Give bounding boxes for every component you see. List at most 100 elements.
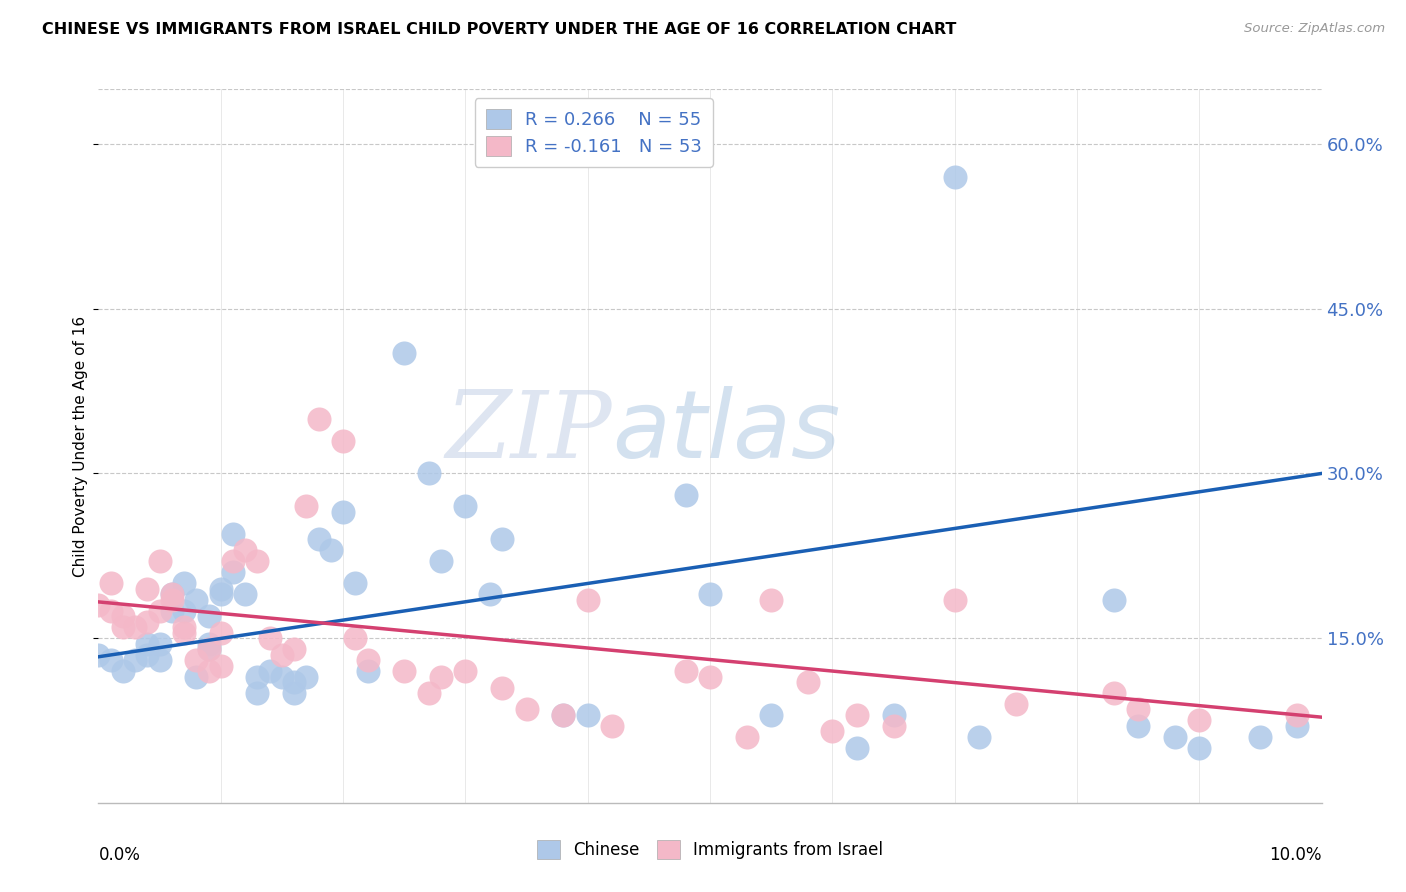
Point — [1249, 730, 1271, 744]
Point — [160, 587, 183, 601]
Point — [454, 500, 477, 514]
Point — [136, 637, 159, 651]
Point — [259, 631, 281, 645]
Point — [246, 686, 269, 700]
Point — [344, 576, 367, 591]
Point — [149, 653, 172, 667]
Text: atlas: atlas — [612, 386, 841, 477]
Point — [124, 653, 146, 667]
Point — [283, 675, 305, 690]
Point — [845, 740, 868, 755]
Point — [283, 642, 305, 657]
Point — [797, 675, 820, 690]
Point — [430, 554, 453, 568]
Point — [576, 708, 599, 723]
Point — [160, 604, 183, 618]
Point — [136, 582, 159, 596]
Point — [149, 554, 172, 568]
Point — [845, 708, 868, 723]
Point — [1286, 719, 1309, 733]
Point — [197, 664, 219, 678]
Point — [186, 592, 208, 607]
Point — [87, 598, 110, 612]
Point — [344, 631, 367, 645]
Point — [149, 637, 172, 651]
Point — [943, 592, 966, 607]
Point — [967, 730, 990, 744]
Point — [392, 664, 416, 678]
Point — [209, 582, 232, 596]
Point — [197, 609, 219, 624]
Point — [87, 648, 110, 662]
Point — [259, 664, 281, 678]
Point — [478, 587, 501, 601]
Point — [821, 724, 844, 739]
Point — [136, 648, 159, 662]
Point — [516, 702, 538, 716]
Y-axis label: Child Poverty Under the Age of 16: Child Poverty Under the Age of 16 — [73, 316, 87, 576]
Point — [308, 533, 330, 547]
Point — [1164, 730, 1187, 744]
Point — [209, 587, 232, 601]
Legend: Chinese, Immigrants from Israel: Chinese, Immigrants from Israel — [530, 834, 890, 866]
Point — [600, 719, 623, 733]
Point — [356, 653, 378, 667]
Point — [186, 669, 208, 683]
Point — [319, 543, 342, 558]
Point — [197, 642, 219, 657]
Point — [149, 604, 172, 618]
Point — [246, 669, 269, 683]
Point — [553, 708, 575, 723]
Point — [1188, 714, 1211, 728]
Point — [883, 719, 905, 733]
Point — [356, 664, 378, 678]
Point — [173, 604, 195, 618]
Point — [295, 500, 318, 514]
Point — [759, 592, 782, 607]
Point — [576, 592, 599, 607]
Point — [759, 708, 782, 723]
Point — [1128, 702, 1150, 716]
Point — [111, 664, 134, 678]
Point — [209, 658, 232, 673]
Point — [332, 505, 354, 519]
Point — [943, 169, 966, 184]
Point — [1286, 708, 1309, 723]
Point — [491, 533, 513, 547]
Point — [699, 669, 721, 683]
Point — [295, 669, 318, 683]
Point — [111, 609, 134, 624]
Point — [430, 669, 453, 683]
Point — [491, 681, 513, 695]
Point — [100, 653, 122, 667]
Point — [160, 587, 183, 601]
Point — [392, 345, 416, 359]
Point — [418, 686, 440, 700]
Point — [418, 467, 440, 481]
Point — [222, 526, 245, 541]
Point — [246, 554, 269, 568]
Point — [233, 543, 256, 558]
Point — [883, 708, 905, 723]
Point — [111, 620, 134, 634]
Point — [675, 664, 697, 678]
Point — [1004, 697, 1026, 711]
Point — [270, 648, 292, 662]
Point — [186, 653, 208, 667]
Point — [233, 587, 256, 601]
Point — [173, 576, 195, 591]
Point — [173, 625, 195, 640]
Point — [160, 592, 183, 607]
Point — [735, 730, 758, 744]
Point — [308, 411, 330, 425]
Point — [197, 642, 219, 657]
Point — [1128, 719, 1150, 733]
Point — [553, 708, 575, 723]
Point — [209, 625, 232, 640]
Point — [699, 587, 721, 601]
Point — [197, 637, 219, 651]
Point — [270, 669, 292, 683]
Point — [222, 566, 245, 580]
Point — [124, 620, 146, 634]
Point — [100, 604, 122, 618]
